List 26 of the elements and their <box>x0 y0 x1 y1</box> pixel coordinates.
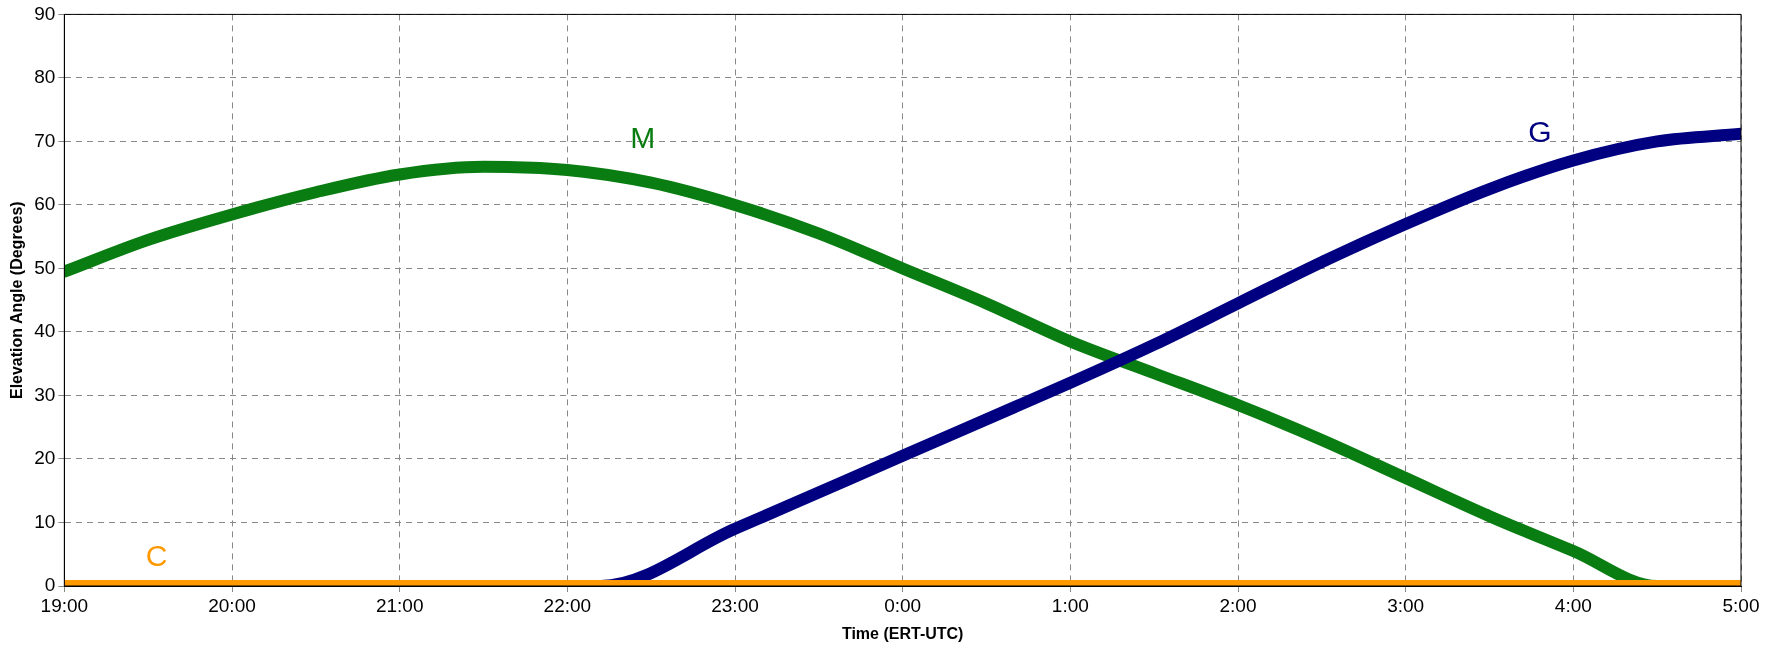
x-tick-label: 0:00 <box>884 594 922 616</box>
y-tick-label: 40 <box>34 320 56 342</box>
x-tick-label: 19:00 <box>40 594 89 616</box>
y-tick-label: 50 <box>34 256 56 278</box>
x-tick-label: 5:00 <box>1722 594 1760 616</box>
x-tick-label: 23:00 <box>711 594 759 616</box>
series-label: G <box>1528 115 1552 149</box>
x-tick-label: 20:00 <box>208 594 256 616</box>
y-tick-label: 80 <box>34 66 56 88</box>
series-label: M <box>630 120 656 154</box>
x-tick-label: 2:00 <box>1219 594 1257 616</box>
y-tick-label: 0 <box>44 574 56 596</box>
y-axis-title: Elevation Angle (Degrees) <box>8 201 26 400</box>
x-tick-label: 1:00 <box>1051 594 1089 616</box>
x-tick-label: 4:00 <box>1554 594 1592 616</box>
y-tick-label: 60 <box>34 193 56 215</box>
y-tick-label: 90 <box>34 2 56 24</box>
x-axis-title: Time (ERT-UTC) <box>841 624 964 642</box>
x-tick-label: 3:00 <box>1387 594 1425 616</box>
y-tick-label: 70 <box>34 129 56 151</box>
x-tick-label: 21:00 <box>375 594 424 616</box>
y-tick-label: 10 <box>34 510 56 532</box>
y-tick-label: 20 <box>34 447 56 469</box>
x-tick-label: 22:00 <box>543 594 592 616</box>
series-label: C <box>145 539 168 573</box>
y-tick-label: 30 <box>34 383 56 405</box>
